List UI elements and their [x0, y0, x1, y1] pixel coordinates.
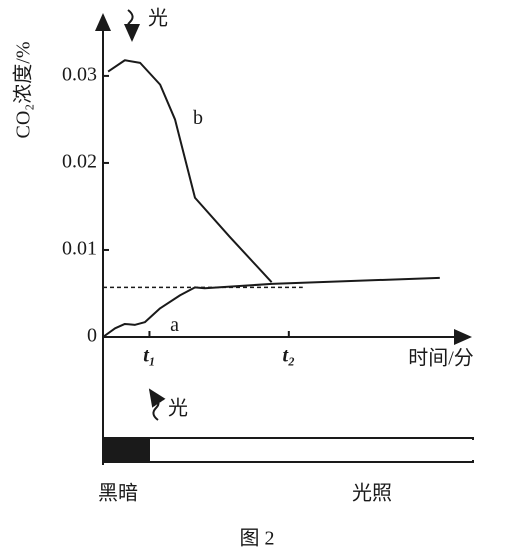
series-line [107, 59, 273, 283]
light-label: 光 [148, 7, 168, 30]
y-tick-label: 0 [87, 325, 97, 347]
y-tick-label: 0.01 [62, 238, 97, 260]
series-label: b [193, 107, 203, 129]
light-arrow [124, 9, 140, 42]
light-period-label: 光照 [352, 482, 392, 505]
series-label: a [170, 314, 179, 336]
x-axis-label: 时间/分 [408, 347, 474, 370]
dark-bar [103, 438, 150, 462]
y-tick-label: 0.03 [62, 64, 97, 86]
series-line [102, 276, 440, 338]
x-tick-label: t₁ [143, 345, 156, 367]
bar-gap [150, 440, 475, 460]
caption: 图 2 [240, 528, 275, 550]
y-tick-label: 0.02 [62, 151, 97, 173]
y-axis-label: CO₂浓度/% [12, 42, 35, 139]
dark-label: 黑暗 [98, 482, 138, 505]
x-tick-label: t₂ [283, 345, 296, 367]
light-arrow [148, 388, 166, 421]
light-label: 光 [168, 397, 188, 420]
